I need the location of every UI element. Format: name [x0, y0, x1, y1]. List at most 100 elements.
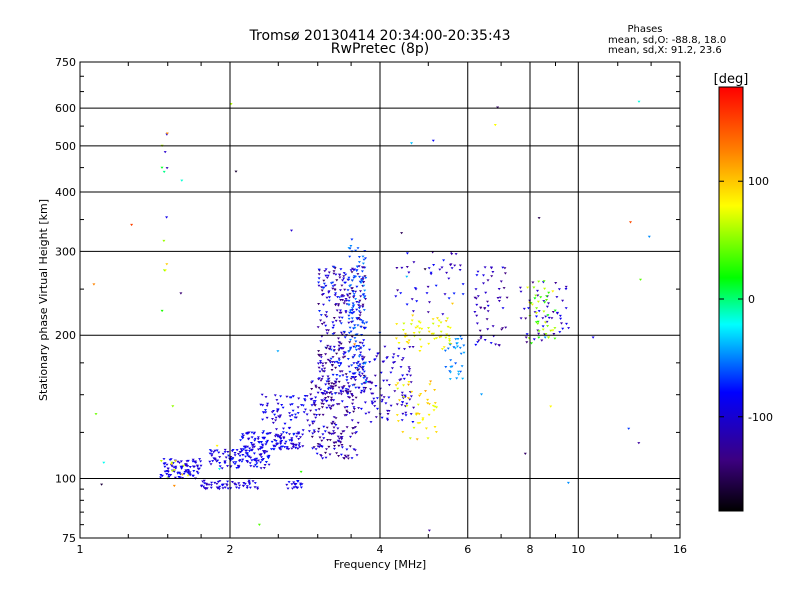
data-point: [238, 454, 242, 457]
data-point: [247, 481, 251, 484]
data-point: [92, 283, 96, 286]
data-point: [457, 370, 460, 373]
data-point: [420, 327, 424, 331]
data-point: [433, 405, 437, 408]
data-point: [233, 454, 237, 457]
data-point: [418, 422, 422, 425]
data-point: [320, 439, 324, 442]
data-point: [191, 460, 195, 463]
data-point: [400, 404, 404, 407]
data-point: [334, 441, 338, 444]
data-point: [317, 427, 321, 431]
data-point: [248, 447, 252, 450]
data-point: [276, 350, 280, 353]
data-point: [285, 447, 289, 450]
data-point: [318, 436, 322, 439]
data-point: [328, 453, 332, 456]
data-point: [321, 400, 325, 403]
data-point: [459, 370, 463, 373]
data-point: [409, 413, 413, 416]
data-point: [348, 341, 352, 344]
data-point: [359, 319, 363, 322]
data-point: [340, 400, 344, 403]
data-point: [458, 264, 462, 267]
data-point: [349, 330, 353, 333]
data-point: [365, 377, 369, 380]
data-point: [358, 318, 362, 321]
data-point: [323, 430, 327, 433]
data-point: [244, 446, 248, 449]
data-point: [451, 302, 454, 305]
data-point: [356, 360, 360, 364]
data-point: [497, 300, 501, 303]
data-point: [432, 264, 436, 267]
data-point: [639, 278, 642, 281]
data-point: [406, 342, 410, 345]
data-point: [324, 383, 328, 386]
data-point: [317, 377, 321, 380]
data-point: [322, 286, 326, 289]
data-point: [544, 315, 548, 318]
data-point: [401, 412, 405, 416]
data-point: [272, 445, 276, 448]
data-point: [410, 142, 413, 145]
data-point: [329, 391, 333, 394]
data-point: [333, 294, 337, 297]
data-point: [345, 409, 349, 412]
data-point: [427, 342, 431, 346]
data-point: [336, 435, 340, 438]
data-point: [279, 395, 283, 398]
data-point: [332, 416, 336, 419]
data-point: [324, 362, 328, 365]
data-point: [241, 454, 245, 457]
data-point: [319, 360, 322, 363]
data-point: [94, 413, 98, 416]
data-point: [290, 437, 294, 440]
data-point: [172, 466, 176, 469]
data-point: [387, 384, 391, 387]
data-point: [535, 307, 539, 310]
data-point: [363, 289, 367, 292]
data-point: [536, 300, 540, 303]
data-point: [323, 390, 327, 393]
data-point: [396, 382, 400, 385]
data-point: [239, 448, 243, 451]
data-point: [325, 448, 328, 451]
data-point: [285, 395, 289, 398]
data-point: [285, 446, 289, 449]
data-point: [405, 341, 409, 344]
phase-x-stats: mean, sd,X: 91.2, 23.6: [608, 45, 722, 56]
data-point: [647, 235, 651, 238]
data-point: [359, 311, 362, 314]
colorbar-label: [deg]: [714, 72, 749, 87]
data-point: [362, 344, 366, 348]
data-point: [537, 332, 541, 335]
data-point: [347, 314, 351, 317]
data-point: [352, 304, 356, 307]
data-point: [351, 302, 355, 305]
data-point: [327, 290, 331, 293]
data-point: [591, 336, 595, 339]
data-point: [337, 380, 341, 384]
data-point: [527, 307, 530, 310]
data-point: [165, 167, 169, 170]
data-point: [431, 322, 435, 325]
data-point: [435, 406, 439, 409]
data-point: [360, 389, 364, 393]
data-point: [349, 435, 352, 439]
data-point: [352, 406, 356, 409]
data-point: [338, 316, 341, 319]
data-point: [281, 431, 285, 434]
data-point: [336, 427, 340, 430]
data-point: [336, 362, 340, 365]
data-point: [215, 486, 219, 489]
data-point: [170, 463, 174, 466]
data-point: [359, 290, 362, 293]
data-point: [297, 444, 301, 447]
data-point: [394, 384, 398, 387]
data-point: [258, 447, 262, 451]
data-point: [218, 480, 222, 483]
data-point: [541, 317, 545, 320]
data-point: [342, 457, 346, 460]
data-point: [226, 480, 230, 483]
